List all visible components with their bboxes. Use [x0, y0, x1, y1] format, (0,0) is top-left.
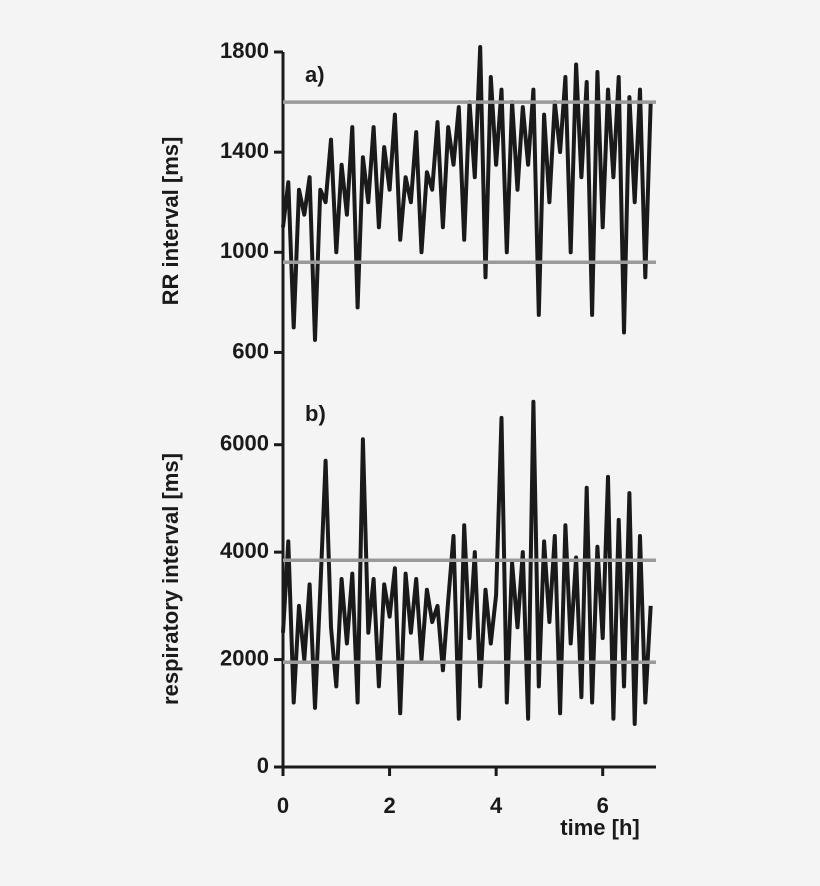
x-tick-label: 6: [597, 793, 609, 818]
y-axis-label: RR interval [ms]: [158, 137, 183, 306]
x-tick-label: 4: [490, 793, 503, 818]
y-tick-label: 0: [257, 753, 269, 778]
y-tick-label: 1000: [220, 238, 269, 263]
panel-label: b): [305, 401, 326, 426]
x-tick-label: 0: [277, 793, 289, 818]
x-axis-label: time [h]: [560, 815, 639, 840]
y-tick-label: 6000: [220, 431, 269, 456]
y-tick-label: 600: [232, 338, 269, 363]
panel-label: a): [305, 62, 325, 87]
y-tick-label: 1800: [220, 38, 269, 63]
y-axis-label: respiratory interval [ms]: [158, 453, 183, 705]
data-line: [281, 45, 653, 342]
y-tick-label: 4000: [220, 538, 269, 563]
data-line: [281, 399, 653, 726]
y-tick-label: 1400: [220, 138, 269, 163]
x-tick-label: 2: [383, 793, 395, 818]
y-tick-label: 2000: [220, 645, 269, 670]
